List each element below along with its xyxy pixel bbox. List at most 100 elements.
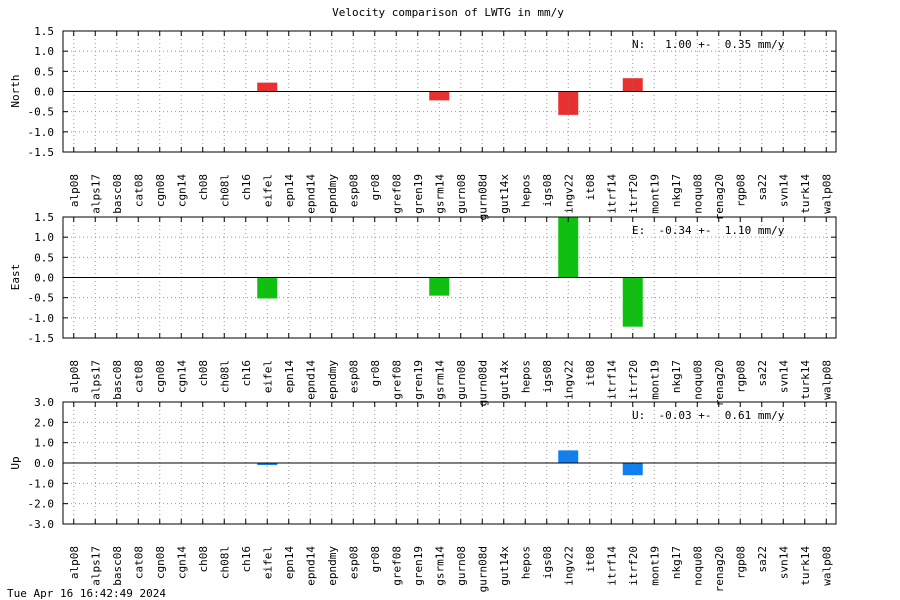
x-tick-label: basc08 [111,174,124,214]
x-tick-label: gut14x [498,546,511,586]
x-tick-label: mont19 [648,174,661,214]
x-tick-label: walp08 [820,546,833,586]
x-tick-label: esp08 [347,546,360,579]
x-tick-label: ch08l [218,360,231,393]
chart-panel-north: 1.5 1.0 0.5 0.0 -0.5 -1.0 -1.5 alp08 alps17 basc0… [9,25,837,220]
x-tick-label: gurn08d [476,546,489,592]
y-tick-label: -1.0 [28,312,55,325]
x-tick-label: nkg17 [670,360,683,393]
x-tick-label: ch08l [218,546,231,579]
x-tick-label: hepos [519,360,532,393]
x-tick-label: eifel [261,360,274,393]
x-tick-label: epnd14 [304,546,317,586]
x-tick-label: gut14x [498,174,511,214]
x-tick-label: eifel [261,546,274,579]
x-tick-label: rgp08 [734,360,747,393]
y-axis-label: East [9,264,22,291]
x-tick-label: gref08 [390,546,403,586]
x-tick-label: alps17 [89,174,102,214]
x-tick-label: renag20 [713,546,726,592]
y-tick-label: 1.0 [34,231,54,244]
bar-itrf20 [622,463,643,476]
stats-annotation: E: -0.34 +- 1.10 mm/y [632,224,785,237]
x-tick-label: gurn08d [476,360,489,406]
x-tick-label: ch16 [240,546,253,573]
y-axis-label: North [9,74,22,107]
y-axis-label: Up [9,456,22,469]
y-tick-label: 1.5 [34,25,54,38]
x-tick-label: cgn14 [175,546,188,579]
x-tick-label: itrf14 [605,546,618,586]
x-tick-label: alp08 [68,174,81,207]
x-tick-label: gref08 [390,360,403,400]
x-tick-label: igs08 [541,360,554,393]
y-tick-label: 3.0 [34,396,54,409]
x-tick-label: mont19 [648,546,661,586]
x-tick-label: rgp08 [734,546,747,579]
x-tick-label: igs08 [541,174,554,207]
x-tick-label: mont19 [648,360,661,400]
x-tick-label: cat08 [132,360,145,393]
x-tick-label: gren19 [412,360,425,400]
x-tick-label: gren19 [412,174,425,214]
x-tick-label: basc08 [111,546,124,586]
x-tick-label: hepos [519,174,532,207]
y-tick-label: -1.5 [28,332,55,345]
y-tick-label: -2.0 [28,498,55,511]
x-tick-label: igs08 [541,546,554,579]
x-tick-label: sa22 [756,174,769,201]
x-tick-label: nkg17 [670,546,683,579]
x-tick-label: noqu08 [691,174,704,214]
y-tick-label: 0.0 [34,457,54,470]
x-tick-label: alp08 [68,546,81,579]
x-tick-label: cat08 [132,546,145,579]
y-tick-label: -3.0 [28,518,55,531]
x-tick-label: itrf14 [605,360,618,400]
x-tick-label: gref08 [390,174,403,214]
x-tick-label: epndmy [326,360,339,400]
x-tick-label: basc08 [111,360,124,400]
x-tick-label: epnd14 [304,174,317,214]
chart-panel-east: 1.5 1.0 0.5 0.0 -0.5 -1.0 -1.5 alp08 alps17 basc0… [9,211,837,406]
x-tick-label: hepos [519,546,532,579]
x-tick-label: gut14x [498,360,511,400]
x-tick-label: esp08 [347,174,360,207]
y-tick-label: 0.0 [34,86,54,99]
bar-eifel [257,277,278,299]
x-tick-label: svn14 [777,174,790,207]
y-tick-label: 1.5 [34,211,54,224]
chart-panel-up: 3.0 2.0 1.0 0.0 -1.0 -2.0 -3.0 alp08 alps17 basc0… [9,396,837,592]
bar-ingv22 [558,217,579,278]
x-tick-label: epn14 [283,360,296,393]
bar-gsrm14 [429,277,450,296]
x-tick-label: turk14 [799,546,812,586]
x-tick-label: gurn08 [455,546,468,586]
x-tick-label: svn14 [777,546,790,579]
x-tick-label: epn14 [283,174,296,207]
x-tick-label: ch08 [197,174,210,201]
x-tick-label: it08 [584,546,597,573]
x-tick-label: ch08 [197,360,210,387]
x-tick-label: gurn08 [455,360,468,400]
x-tick-label: sa22 [756,546,769,573]
y-tick-label: -1.0 [28,126,55,139]
chart-title: Velocity comparison of LWTG in mm/y [332,6,564,19]
x-tick-label: sa22 [756,360,769,387]
x-tick-label: gsrm14 [433,546,446,586]
x-tick-label: itrf20 [627,360,640,400]
x-tick-label: gr08 [369,360,382,387]
x-tick-label: ch16 [240,360,253,387]
x-tick-label: itrf20 [627,546,640,586]
x-tick-label: ingv22 [562,174,575,214]
x-tick-label: turk14 [799,360,812,400]
y-tick-label: 2.0 [34,416,54,429]
x-tick-label: renag20 [713,174,726,220]
x-tick-label: cgn14 [175,360,188,393]
x-tick-label: walp08 [820,360,833,400]
x-tick-label: noqu08 [691,360,704,400]
x-tick-label: alp08 [68,360,81,393]
x-tick-label: epn14 [283,546,296,579]
x-tick-label: gren19 [412,546,425,586]
x-tick-label: cgn08 [154,360,167,393]
